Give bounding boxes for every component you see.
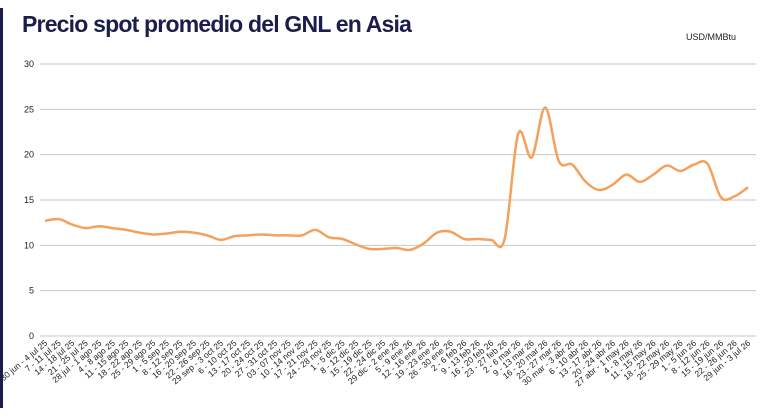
line bbox=[44, 106, 749, 252]
chart-title: Precio spot promedio del GNL en Asia bbox=[22, 11, 412, 37]
side-bar bbox=[0, 8, 3, 408]
y-tick-label: 10 bbox=[24, 240, 34, 250]
y-tick-label: 15 bbox=[24, 195, 34, 205]
y-tick-label: 25 bbox=[24, 104, 34, 114]
unit-label: USD/MMBtu bbox=[686, 32, 736, 42]
y-tick-label: 30 bbox=[24, 59, 34, 69]
y-tick-label: 20 bbox=[24, 150, 34, 160]
y-tick-label: 0 bbox=[29, 331, 34, 341]
y-tick-label: 5 bbox=[29, 286, 34, 296]
